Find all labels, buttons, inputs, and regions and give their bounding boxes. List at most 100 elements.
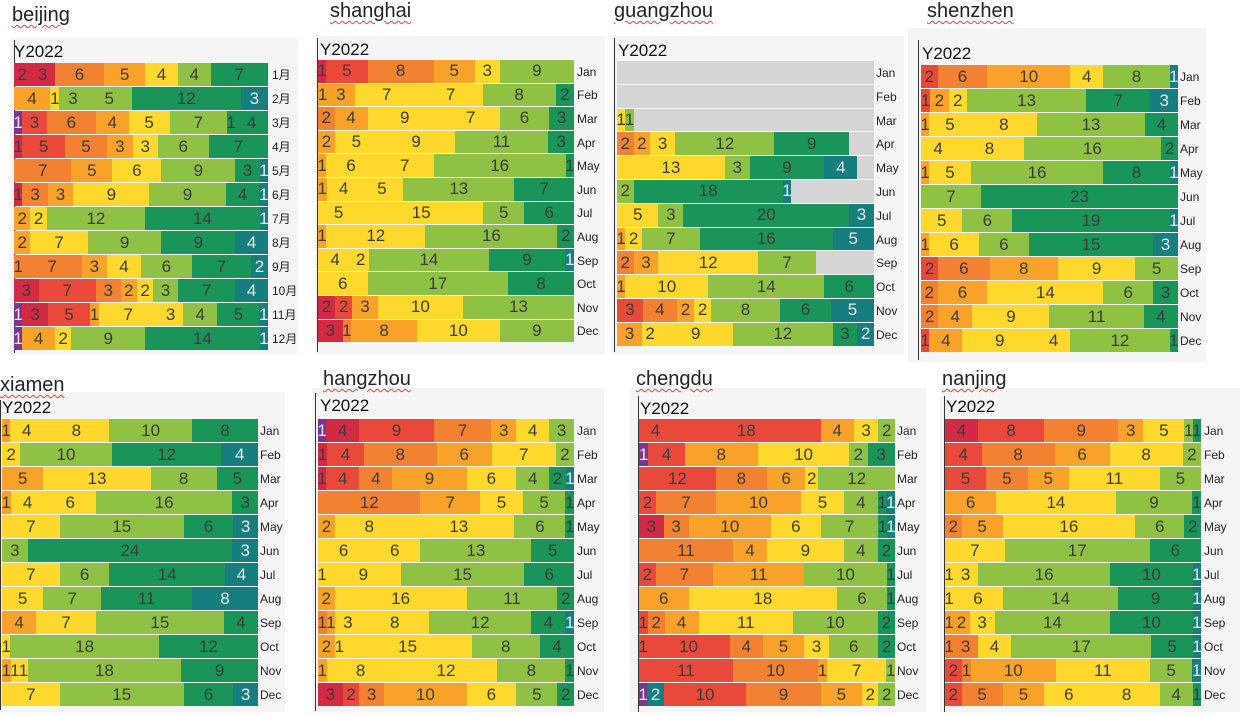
month-label: Jan (897, 424, 917, 438)
bar-segment: 5 (1149, 659, 1193, 682)
bar-segment: 9 (359, 419, 434, 442)
bar-segment: 6 (369, 539, 421, 562)
bar-segment: 11 (1049, 305, 1144, 328)
bar-segment: 10 (1110, 563, 1193, 586)
city-title: shanghai (330, 0, 412, 22)
bar-segment: 12 (658, 251, 758, 275)
month-label: Sep (260, 616, 282, 630)
bar-segment: 6 (929, 233, 980, 256)
bar-segment: 3 (617, 299, 643, 322)
month-label: Mar (577, 112, 598, 126)
axis-line (317, 38, 318, 352)
bar-segment: 14 (1002, 587, 1119, 610)
bar-segment: 2 (251, 255, 268, 278)
month-label: Dec (577, 688, 599, 702)
bar-segment: 23 (980, 185, 1178, 208)
bar-segment: 2 (1184, 515, 1201, 538)
bar-segment: 9 (149, 183, 226, 206)
bar-segment: 8 (970, 113, 1038, 136)
bar-segment: 1 (625, 108, 634, 132)
bar-segment: 3 (832, 322, 858, 346)
bar-segment: 5 (480, 491, 523, 514)
bar-segment: 8 (955, 137, 1024, 160)
bar-segment: 2 (1182, 443, 1201, 466)
bar-segment: 4 (843, 539, 878, 562)
bar-segment: 4 (921, 137, 956, 160)
bar-segment: 8 (482, 83, 556, 107)
bar-segment: 1 (318, 83, 328, 107)
bar-segment: 1 (259, 327, 268, 350)
bar-segment: 6 (771, 515, 821, 538)
month-label: Jun (897, 544, 917, 558)
bar-segment: 3 (22, 183, 48, 206)
bar-segment: 7 (514, 178, 574, 201)
bar-segment: 10 (663, 683, 747, 706)
bar-segment: 16 (334, 587, 467, 610)
bar-segment: 1 (2, 419, 11, 442)
bar-segment: 6 (326, 154, 376, 177)
bar-segment: 2 (878, 635, 895, 658)
month-bar: 5 3 20 3 (617, 203, 874, 227)
bar-segment: 2 (647, 611, 665, 634)
bar-segment: 2 (30, 207, 47, 230)
bar-segment: 6 (46, 111, 96, 134)
bar-segment: 1 (945, 635, 954, 658)
bar-segment: 1 (639, 635, 648, 658)
month-bar: 1 4 8 10 2 3 (639, 443, 895, 466)
bar-segment: 6 (824, 275, 874, 298)
month-bar: 2 16 11 2 (318, 587, 574, 610)
bar-segment: 14 (369, 248, 489, 272)
month-bar: 1 6 7 16 1 (318, 154, 574, 177)
bar-segment: 8 (1103, 161, 1170, 184)
bar-segment: 5 (86, 87, 132, 110)
bar-segment: 14 (994, 611, 1111, 634)
bar-segment: 4 (14, 87, 51, 110)
bar-segment: 9 (71, 327, 146, 350)
bar-segment: 6 (779, 299, 832, 322)
month-bar: 13 3 9 4 (617, 156, 874, 179)
bar-segment: 3 (232, 491, 258, 514)
month-bar: 1 6 14 9 1 (945, 587, 1201, 610)
city-title: beijing (12, 4, 70, 26)
month-label: Apr (897, 496, 916, 510)
bar-segment: 9 (962, 329, 1038, 352)
bar-segment: 1 (1192, 611, 1201, 634)
month-bar: 2 3 12 7 (617, 251, 874, 275)
bar-segment: 6 (157, 135, 209, 158)
bar-segment: 1 (886, 515, 895, 538)
month-bar: 6 18 6 1 (639, 587, 895, 610)
bar-segment: 9 (766, 539, 844, 562)
bar-segment: 17 (367, 272, 508, 295)
bar-segment: 2 (647, 683, 664, 706)
month-bar: 1 4 5 13 7 (318, 178, 574, 201)
month-bar: 1 2 4 11 10 2 (639, 611, 895, 634)
city-title: nanjing (942, 368, 1007, 390)
bar-segment: 10 (987, 65, 1071, 88)
month-bar: 2 2 3 12 9 (617, 132, 874, 156)
bar-segment: 4 (22, 327, 55, 350)
month-label: Dec (897, 688, 919, 702)
bar-segment: 1 (14, 327, 23, 350)
bar-segment: 1 (14, 135, 23, 158)
bar-segment: 7 (2, 683, 60, 706)
bar-segment: 2 (318, 635, 336, 658)
bar-segment: 1 (2, 635, 11, 658)
bar-segment: 4 (235, 279, 268, 302)
bar-segment: 1 (14, 183, 23, 206)
bar-segment: 2 (342, 683, 360, 706)
bar-segment: 4 (642, 299, 677, 322)
bar-segment: 5 (360, 178, 404, 201)
bar-segment: 11 (454, 130, 549, 154)
month-label: Jul (1204, 568, 1220, 582)
bar-segment: 9 (774, 132, 850, 156)
bar-segment: 7 (98, 303, 158, 326)
bar-segment: 4 (516, 419, 550, 442)
month-bar: 2 6 10 4 8 1 (921, 65, 1178, 88)
month-bar: 1 3 16 10 1 (945, 563, 1201, 586)
bar-segment: 5 (832, 227, 874, 251)
month-bar: 4 8 16 2 (921, 137, 1178, 160)
bar-segment: 15 (59, 683, 184, 706)
month-label: Jan (876, 65, 896, 80)
